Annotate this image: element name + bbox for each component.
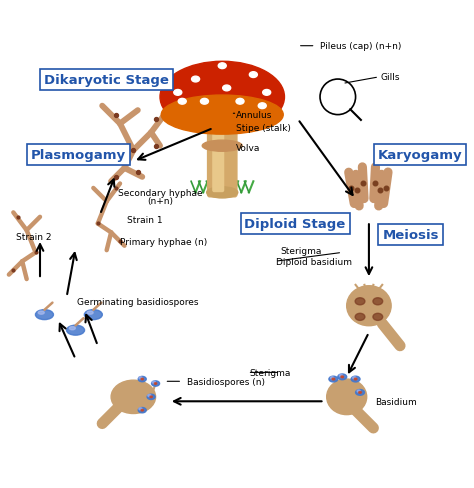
Ellipse shape <box>111 381 155 414</box>
Ellipse shape <box>351 376 360 382</box>
Ellipse shape <box>152 381 160 386</box>
Ellipse shape <box>338 374 346 380</box>
Text: Sterigma: Sterigma <box>249 368 290 377</box>
Text: Annulus: Annulus <box>236 111 272 120</box>
Ellipse shape <box>69 327 75 330</box>
Ellipse shape <box>223 86 231 92</box>
Ellipse shape <box>139 408 142 410</box>
Ellipse shape <box>38 311 44 315</box>
Text: Germinating basidiospores: Germinating basidiospores <box>77 297 199 306</box>
Ellipse shape <box>202 141 242 152</box>
Ellipse shape <box>161 96 283 135</box>
Ellipse shape <box>332 378 335 380</box>
Ellipse shape <box>155 383 157 385</box>
Ellipse shape <box>150 396 152 398</box>
Text: Secondary hyphae: Secondary hyphae <box>118 188 202 198</box>
Ellipse shape <box>356 390 365 395</box>
Ellipse shape <box>160 62 284 133</box>
Ellipse shape <box>141 379 144 380</box>
Ellipse shape <box>201 99 209 105</box>
FancyBboxPatch shape <box>213 114 224 192</box>
Text: Basidiospores (n): Basidiospores (n) <box>187 377 264 386</box>
Text: Gills: Gills <box>380 73 400 82</box>
Text: Meiosis: Meiosis <box>382 229 439 242</box>
Ellipse shape <box>84 310 102 320</box>
Ellipse shape <box>138 377 146 382</box>
Text: Diploid basidium: Diploid basidium <box>275 257 352 266</box>
Ellipse shape <box>141 409 144 411</box>
Ellipse shape <box>359 392 361 393</box>
Text: Pileus (cap) (n+n): Pileus (cap) (n+n) <box>320 42 401 51</box>
Text: (n+n): (n+n) <box>147 197 173 205</box>
Ellipse shape <box>339 375 343 377</box>
Ellipse shape <box>138 407 146 413</box>
Ellipse shape <box>329 376 338 382</box>
Ellipse shape <box>174 90 182 96</box>
Ellipse shape <box>178 99 186 105</box>
Text: Plasmogamy: Plasmogamy <box>31 149 126 162</box>
Ellipse shape <box>147 394 155 400</box>
Ellipse shape <box>218 64 226 69</box>
Ellipse shape <box>355 298 365 305</box>
Text: Stipe (stalk): Stipe (stalk) <box>236 124 291 133</box>
Ellipse shape <box>373 298 383 305</box>
Ellipse shape <box>36 310 54 320</box>
Ellipse shape <box>355 314 365 321</box>
Ellipse shape <box>191 77 200 83</box>
Ellipse shape <box>330 377 334 379</box>
Text: Basidium: Basidium <box>375 397 417 406</box>
Ellipse shape <box>152 381 155 384</box>
Text: Strain 2: Strain 2 <box>16 233 51 242</box>
Ellipse shape <box>353 377 356 379</box>
FancyBboxPatch shape <box>208 109 237 198</box>
Text: Strain 1: Strain 1 <box>127 215 162 224</box>
Ellipse shape <box>148 395 151 397</box>
Ellipse shape <box>341 376 344 378</box>
Ellipse shape <box>373 314 383 321</box>
Ellipse shape <box>346 286 391 326</box>
Ellipse shape <box>357 390 360 392</box>
Ellipse shape <box>139 377 142 379</box>
Ellipse shape <box>327 379 367 415</box>
Ellipse shape <box>249 73 257 79</box>
Text: Dikaryotic Stage: Dikaryotic Stage <box>45 73 169 86</box>
Text: Sterigma: Sterigma <box>280 246 321 255</box>
Ellipse shape <box>258 103 266 109</box>
Ellipse shape <box>207 187 238 199</box>
Text: Volva: Volva <box>236 144 260 153</box>
Ellipse shape <box>354 378 357 380</box>
Text: Primary hyphae (n): Primary hyphae (n) <box>120 237 207 246</box>
Ellipse shape <box>66 325 84 335</box>
Ellipse shape <box>263 90 271 96</box>
Text: Diploid Stage: Diploid Stage <box>245 218 346 230</box>
Text: Karyogamy: Karyogamy <box>378 149 463 162</box>
Ellipse shape <box>87 311 93 315</box>
Ellipse shape <box>236 99 244 105</box>
